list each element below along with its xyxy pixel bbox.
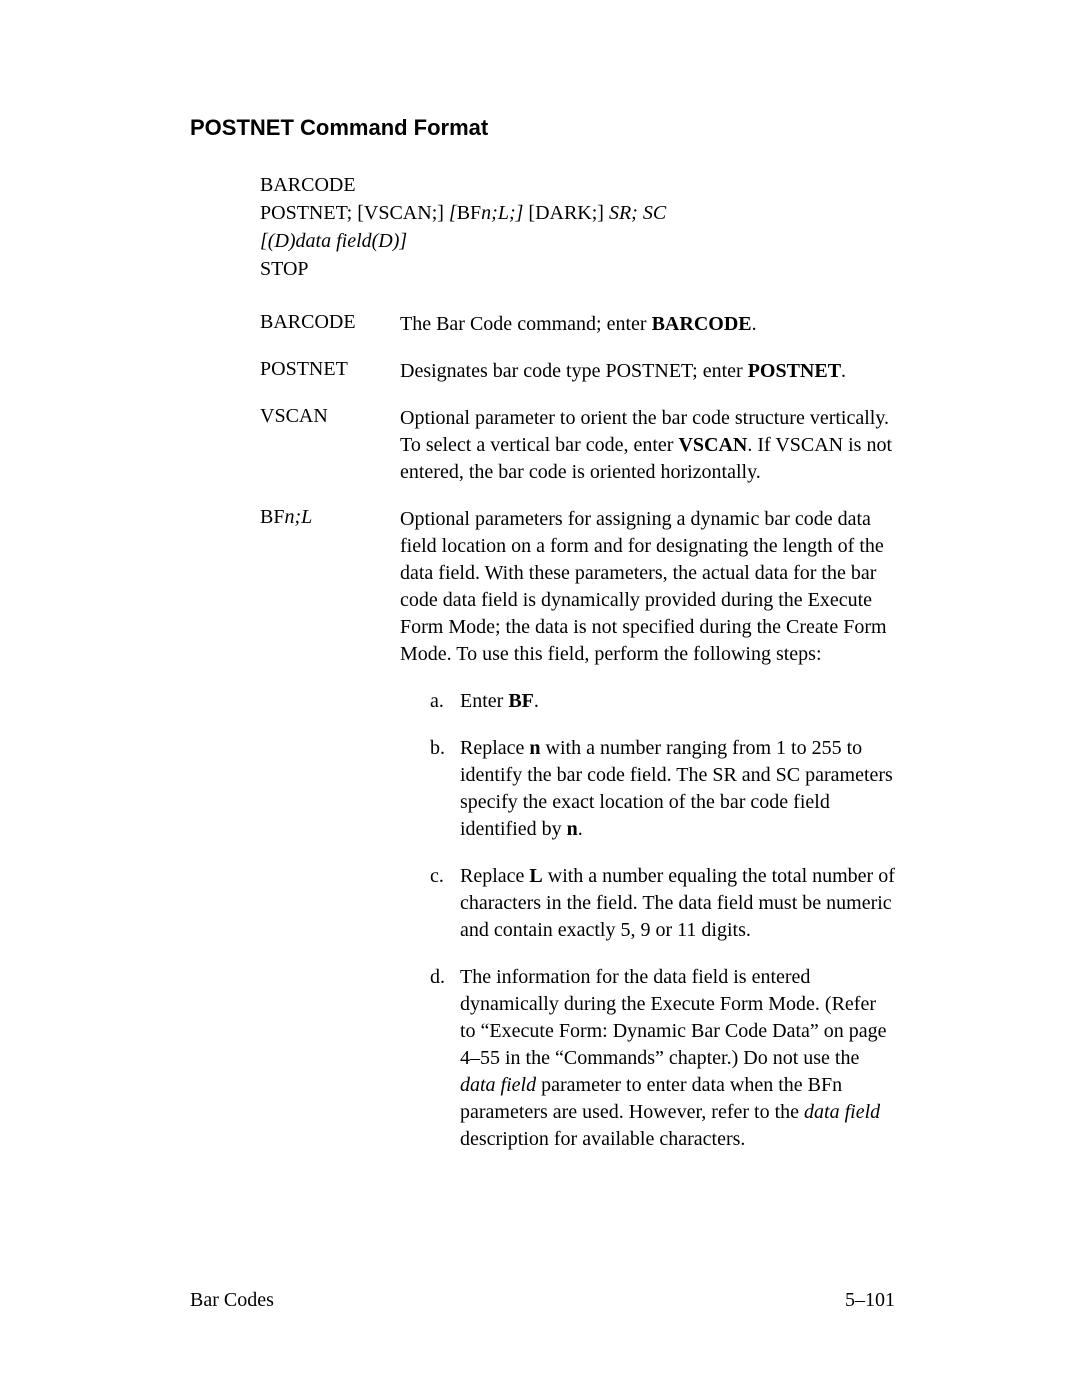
def-desc: Designates bar code type POSTNET; enter …: [400, 358, 895, 385]
sub-item: b. Replace n with a number ranging from …: [430, 735, 895, 843]
def-row: BARCODE The Bar Code command; enter BARC…: [260, 311, 895, 338]
desc-bold: POSTNET: [748, 360, 841, 382]
sub-pre: Enter: [460, 690, 508, 712]
sub-bold: L: [529, 865, 542, 887]
sub-text: Enter BF.: [460, 688, 895, 715]
definition-list: BARCODE The Bar Code command; enter BARC…: [260, 311, 895, 1173]
def-term: BFn;L: [260, 506, 400, 529]
desc-text: Designates bar code type POSTNET; enter: [400, 360, 748, 382]
sub-letter: d.: [430, 964, 460, 991]
sub-text: Replace n with a number ranging from 1 t…: [460, 735, 895, 843]
sub-item: c. Replace L with a number equaling the …: [430, 863, 895, 944]
sub-bold: n: [529, 737, 540, 759]
sub-post: description for available characters.: [460, 1128, 745, 1150]
sub-list: a. Enter BF. b. Replace n with a number …: [400, 688, 895, 1153]
def-row: POSTNET Designates bar code type POSTNET…: [260, 358, 895, 385]
desc-text: .: [841, 360, 846, 382]
sub-italic: data field: [460, 1074, 536, 1096]
syntax-line-4: STOP: [260, 255, 895, 283]
def-desc: Optional parameters for assigning a dyna…: [400, 506, 895, 1173]
sub-bold: n: [567, 818, 578, 840]
desc-text: The Bar Code command; enter: [400, 313, 652, 335]
sub-post: .: [534, 690, 539, 712]
sub-text: Replace L with a number equaling the tot…: [460, 863, 895, 944]
sub-item: d. The information for the data field is…: [430, 964, 895, 1153]
syntax-italic: n;L;]: [481, 202, 523, 224]
def-desc: The Bar Code command; enter BARCODE.: [400, 311, 895, 338]
footer-right: 5–101: [845, 1289, 895, 1312]
def-row: BFn;L Optional parameters for assigning …: [260, 506, 895, 1173]
term-pre: BF: [260, 506, 284, 528]
footer-left: Bar Codes: [190, 1289, 274, 1312]
syntax-line-1: BARCODE: [260, 171, 895, 199]
def-term: VSCAN: [260, 405, 400, 428]
syntax-italic: SR; SC: [609, 202, 666, 224]
sub-pre: Replace: [460, 737, 529, 759]
term-italic: n;L: [284, 506, 312, 528]
syntax-mid: BF: [457, 202, 481, 224]
desc-text: Optional parameters for assigning a dyna…: [400, 508, 887, 665]
sub-italic: data field: [804, 1101, 880, 1123]
syntax-line-3: [(D)data field(D)]: [260, 227, 895, 255]
sub-letter: a.: [430, 688, 460, 715]
sub-pre: Replace: [460, 865, 529, 887]
desc-text: .: [752, 313, 757, 335]
sub-item: a. Enter BF.: [430, 688, 895, 715]
sub-post: .: [578, 818, 583, 840]
def-term: BARCODE: [260, 311, 400, 334]
sub-letter: b.: [430, 735, 460, 762]
syntax-post: [DARK;]: [523, 202, 609, 224]
def-term: POSTNET: [260, 358, 400, 381]
syntax-line-2: POSTNET; [VSCAN;] [BFn;L;] [DARK;] SR; S…: [260, 199, 895, 227]
def-desc: Optional parameter to orient the bar cod…: [400, 405, 895, 486]
sub-bold: BF: [508, 690, 534, 712]
desc-bold: BARCODE: [652, 313, 752, 335]
sub-pre: The information for the data field is en…: [460, 966, 887, 1069]
def-row: VSCAN Optional parameter to orient the b…: [260, 405, 895, 486]
syntax-block: BARCODE POSTNET; [VSCAN;] [BFn;L;] [DARK…: [260, 171, 895, 283]
syntax-pre: POSTNET; [VSCAN;]: [260, 202, 449, 224]
page-footer: Bar Codes 5–101: [190, 1289, 895, 1312]
section-title: POSTNET Command Format: [190, 115, 895, 141]
sub-letter: c.: [430, 863, 460, 890]
syntax-italic: [: [449, 202, 457, 224]
sub-text: The information for the data field is en…: [460, 964, 895, 1153]
desc-bold: VSCAN: [678, 434, 747, 456]
